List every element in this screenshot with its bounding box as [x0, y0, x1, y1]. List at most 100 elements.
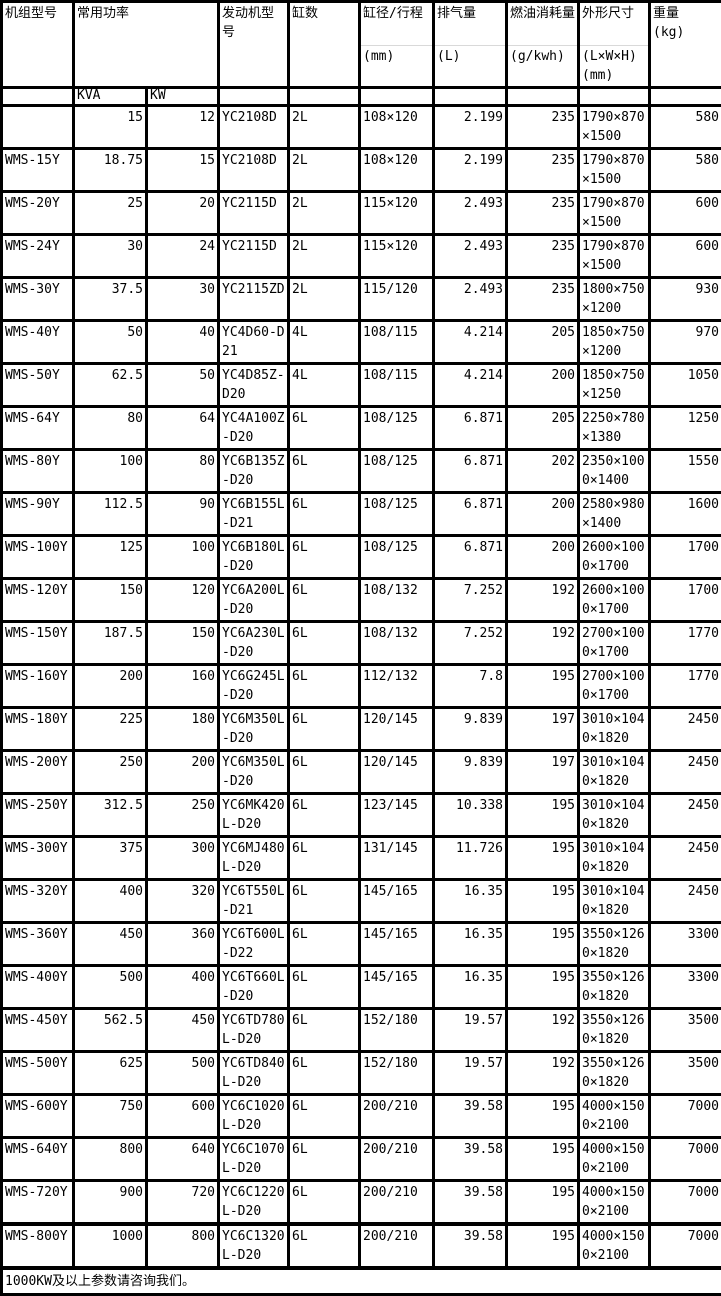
cell-kw: 300: [147, 837, 219, 880]
cell-cylinders: 4L: [289, 364, 360, 407]
cell-cylinders: 6L: [289, 1009, 360, 1052]
cell-kva: 200: [74, 665, 147, 708]
cell-displacement: 11.726: [434, 837, 507, 880]
cell-fuel: 205: [507, 407, 579, 450]
cell-fuel: 195: [507, 665, 579, 708]
cell-displacement: 2.493: [434, 235, 507, 278]
cell-kw: 40: [147, 321, 219, 364]
cell-model: WMS-150Y: [2, 622, 74, 665]
table-row: WMS-160Y 200 160 YC6G245L-D20 6L 112/132…: [2, 665, 721, 708]
cell-dimensions: 1850×750×1250: [579, 364, 650, 407]
cell-fuel: 205: [507, 321, 579, 364]
cell-fuel: 200: [507, 493, 579, 536]
cell-kw: 160: [147, 665, 219, 708]
cell-model: WMS-400Y: [2, 966, 74, 1009]
cell-weight: 1700: [650, 536, 721, 579]
cell-cylinders: 6L: [289, 880, 360, 923]
table-body: 15 12 YC2108D 2L 108×120 2.199 235 1790×…: [2, 106, 721, 1269]
cell-dimensions: 4000×1500×2100: [579, 1095, 650, 1138]
header-dimensions-unit: (L×W×H) (mm): [580, 45, 648, 85]
cell-kva: 800: [74, 1138, 147, 1181]
table-row: WMS-90Y 112.5 90 YC6B155L-D21 6L 108/125…: [2, 493, 721, 536]
cell-displacement: 7.252: [434, 622, 507, 665]
cell-kva: 250: [74, 751, 147, 794]
subheader-kw: KW: [147, 88, 219, 106]
cell-engine: YC6T550L-D21: [219, 880, 289, 923]
cell-displacement: 4.214: [434, 364, 507, 407]
header-fuel-title: 燃油消耗量: [510, 4, 575, 45]
cell-kw: 120: [147, 579, 219, 622]
cell-weight: 1050: [650, 364, 721, 407]
cell-kw: 24: [147, 235, 219, 278]
cell-kva: 225: [74, 708, 147, 751]
cell-kva: 1000: [74, 1224, 147, 1268]
cell-kva: 900: [74, 1181, 147, 1225]
subheader-empty-engine: [219, 88, 289, 106]
table-footer: 1000KW及以上参数请咨询我们。: [2, 1268, 721, 1295]
header-cell-bore-stroke: 缸径/行程 (mm): [360, 2, 434, 88]
cell-kva: 375: [74, 837, 147, 880]
header-cylinders-title: 缸数: [292, 4, 356, 23]
cell-fuel: 195: [507, 1224, 579, 1268]
cell-bore-stroke: 200/210: [360, 1224, 434, 1268]
cell-cylinders: 6L: [289, 837, 360, 880]
cell-cylinders: 6L: [289, 966, 360, 1009]
subheader-empty-cylinders: [289, 88, 360, 106]
cell-cylinders: 2L: [289, 149, 360, 192]
cell-engine: YC4A100Z-D20: [219, 407, 289, 450]
subheader-empty-dimensions: [579, 88, 650, 106]
cell-weight: 3300: [650, 966, 721, 1009]
cell-bore-stroke: 108/125: [360, 536, 434, 579]
cell-cylinders: 2L: [289, 278, 360, 321]
table-row: WMS-100Y 125 100 YC6B180L-D20 6L 108/125…: [2, 536, 721, 579]
cell-bore-stroke: 123/145: [360, 794, 434, 837]
cell-cylinders: 6L: [289, 751, 360, 794]
cell-fuel: 192: [507, 579, 579, 622]
cell-model: WMS-180Y: [2, 708, 74, 751]
cell-fuel: 195: [507, 837, 579, 880]
cell-bore-stroke: 120/145: [360, 708, 434, 751]
cell-displacement: 6.871: [434, 450, 507, 493]
cell-cylinders: 6L: [289, 622, 360, 665]
cell-model: WMS-600Y: [2, 1095, 74, 1138]
cell-fuel: 200: [507, 364, 579, 407]
cell-dimensions: 1850×750×1200: [579, 321, 650, 364]
cell-dimensions: 4000×1500×2100: [579, 1181, 650, 1225]
cell-kw: 640: [147, 1138, 219, 1181]
cell-displacement: 10.338: [434, 794, 507, 837]
cell-engine: YC6TD780L-D20: [219, 1009, 289, 1052]
cell-fuel: 235: [507, 106, 579, 149]
cell-cylinders: 6L: [289, 450, 360, 493]
cell-fuel: 235: [507, 235, 579, 278]
cell-model: WMS-90Y: [2, 493, 74, 536]
cell-dimensions: 3010×1040×1820: [579, 751, 650, 794]
cell-model: WMS-40Y: [2, 321, 74, 364]
cell-dimensions: 1790×870×1500: [579, 235, 650, 278]
cell-bore-stroke: 112/132: [360, 665, 434, 708]
cell-engine: YC6A230L-D20: [219, 622, 289, 665]
cell-model: WMS-720Y: [2, 1181, 74, 1225]
cell-cylinders: 6L: [289, 579, 360, 622]
cell-fuel: 195: [507, 1138, 579, 1181]
cell-fuel: 192: [507, 1009, 579, 1052]
cell-fuel: 195: [507, 1095, 579, 1138]
cell-fuel: 195: [507, 966, 579, 1009]
table-row: WMS-80Y 100 80 YC6B135Z-D20 6L 108/125 6…: [2, 450, 721, 493]
cell-engine: YC6T600L-D22: [219, 923, 289, 966]
subheader-empty-fuel: [507, 88, 579, 106]
cell-engine: YC6T660L-D20: [219, 966, 289, 1009]
table-row: WMS-24Y 30 24 YC2115D 2L 115×120 2.493 2…: [2, 235, 721, 278]
table-header: 机组型号 常用功率 发动机型号 缸数 缸径/行程 (mm) 排气量 (L) 燃油…: [2, 2, 721, 106]
cell-kw: 12: [147, 106, 219, 149]
cell-dimensions: 2700×1000×1700: [579, 622, 650, 665]
cell-model: WMS-450Y: [2, 1009, 74, 1052]
cell-model: WMS-120Y: [2, 579, 74, 622]
cell-dimensions: 2250×780×1380: [579, 407, 650, 450]
cell-displacement: 6.871: [434, 536, 507, 579]
cell-dimensions: 4000×1500×2100: [579, 1224, 650, 1268]
cell-dimensions: 2600×1000×1700: [579, 536, 650, 579]
cell-displacement: 19.57: [434, 1052, 507, 1095]
cell-engine: YC4D60-D21: [219, 321, 289, 364]
cell-dimensions: 3550×1260×1820: [579, 966, 650, 1009]
cell-cylinders: 6L: [289, 407, 360, 450]
